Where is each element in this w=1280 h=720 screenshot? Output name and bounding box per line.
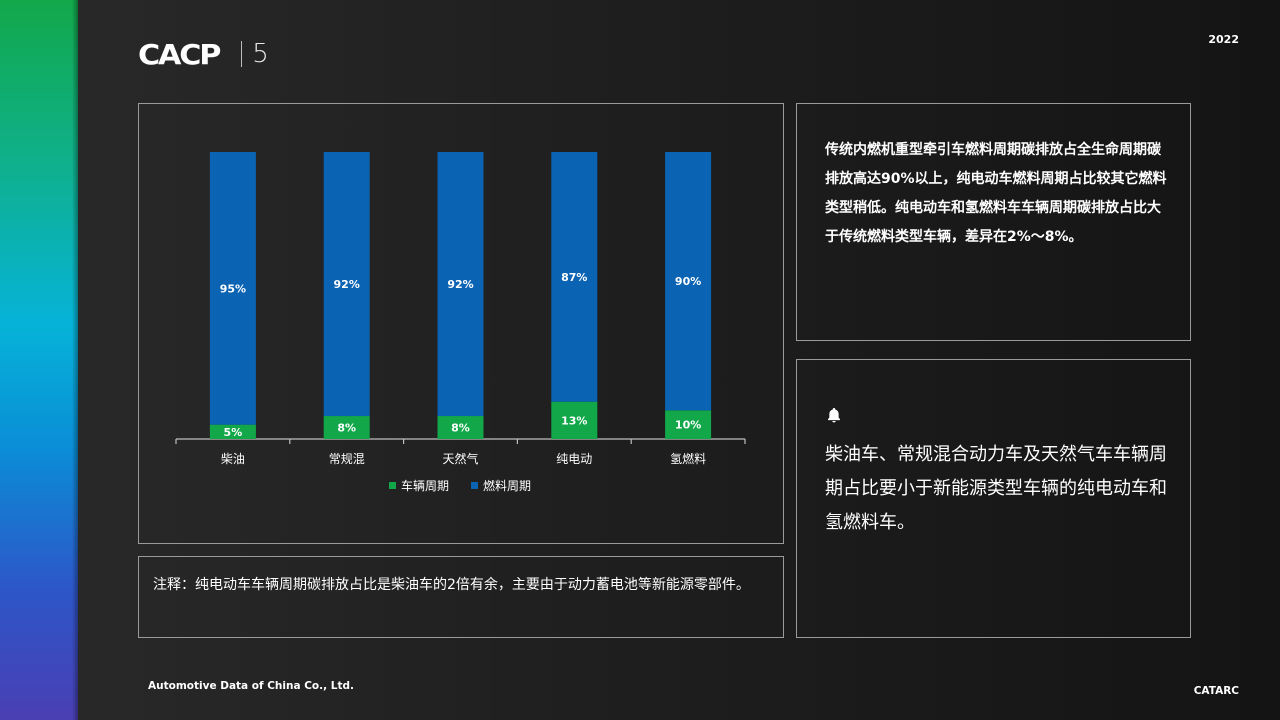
note-text: 注释：纯电动车车辆周期碳排放占比是柴油车的2倍有余，主要由于动力蓄电池等新能源零…: [153, 577, 750, 593]
bell-icon: [828, 407, 840, 423]
bar-segment: [323, 416, 370, 439]
x-tick-label: 常规混: [329, 451, 365, 466]
logo-text: CACP: [138, 37, 221, 71]
summary-panel: 传统内燃机重型牵引车燃料周期碳排放占全生命周期碳排放高达90%以上，纯电动车燃料…: [796, 103, 1191, 341]
x-tick-label: 氢燃料: [670, 451, 706, 466]
x-tick-label: 天然气: [442, 451, 478, 466]
bar-data-label: 92%: [447, 278, 473, 291]
logo-divider: [241, 41, 243, 67]
bar-data-label: 92%: [334, 278, 360, 291]
bar-data-label: 5%: [224, 426, 243, 439]
x-tick-label: 柴油: [221, 452, 245, 466]
x-tick-label: 纯电动: [556, 452, 592, 466]
legend-swatch: [471, 482, 478, 489]
logo: CACP 5: [138, 37, 269, 71]
summary-text: 传统内燃机重型牵引车燃料周期碳排放占全生命周期碳排放高达90%以上，纯电动车燃料…: [825, 142, 1167, 245]
bar-data-label: 8%: [451, 422, 470, 435]
bar-segment: [665, 152, 712, 411]
bar-segment: [323, 152, 370, 417]
logo-number: 5: [252, 39, 269, 69]
stacked-bar-chart: 5% 95% 柴油 8% 92% 常规混 8% 92% 天然气 13% 87% 纯电动 10% 90% 氢燃…: [175, 152, 746, 493]
side-gradient-strip: [0, 0, 78, 720]
legend-swatch: [389, 482, 396, 489]
insight-panel: 柴油车、常规混合动力车及天然气车车辆周期占比要小于新能源类型车辆的纯电动车和氢燃…: [796, 359, 1191, 638]
year-label: 2022: [1208, 33, 1239, 46]
bar-segment: [437, 416, 484, 439]
bar-data-label: 95%: [220, 282, 246, 295]
bar-data-label: 87%: [561, 271, 587, 284]
bar-segment: [209, 424, 256, 439]
bar-segment: [665, 410, 712, 439]
bar-segment: [551, 152, 598, 402]
bar-segment: [551, 401, 598, 439]
bar-segment: [209, 152, 256, 425]
bar-data-label: 10%: [675, 419, 701, 432]
footer-brand: CATARC: [1193, 685, 1239, 697]
bar-data-label: 13%: [561, 414, 587, 427]
footer-company: Automotive Data of China Co., Ltd.: [148, 680, 354, 692]
bar-data-label: 90%: [675, 275, 701, 288]
chart-panel: 5% 95% 柴油 8% 92% 常规混 8% 92% 天然气 13% 87% 纯电动 10% 90% 氢燃…: [138, 103, 784, 544]
note-panel: 注释：纯电动车车辆周期碳排放占比是柴油车的2倍有余，主要由于动力蓄电池等新能源零…: [138, 556, 784, 638]
legend-label: 车辆周期: [401, 478, 449, 493]
insight-text: 柴油车、常规混合动力车及天然气车车辆周期占比要小于新能源类型车辆的纯电动车和氢燃…: [825, 444, 1167, 533]
bar-segment: [437, 152, 484, 417]
bar-data-label: 8%: [337, 422, 356, 435]
legend-label: 燃料周期: [483, 478, 531, 493]
